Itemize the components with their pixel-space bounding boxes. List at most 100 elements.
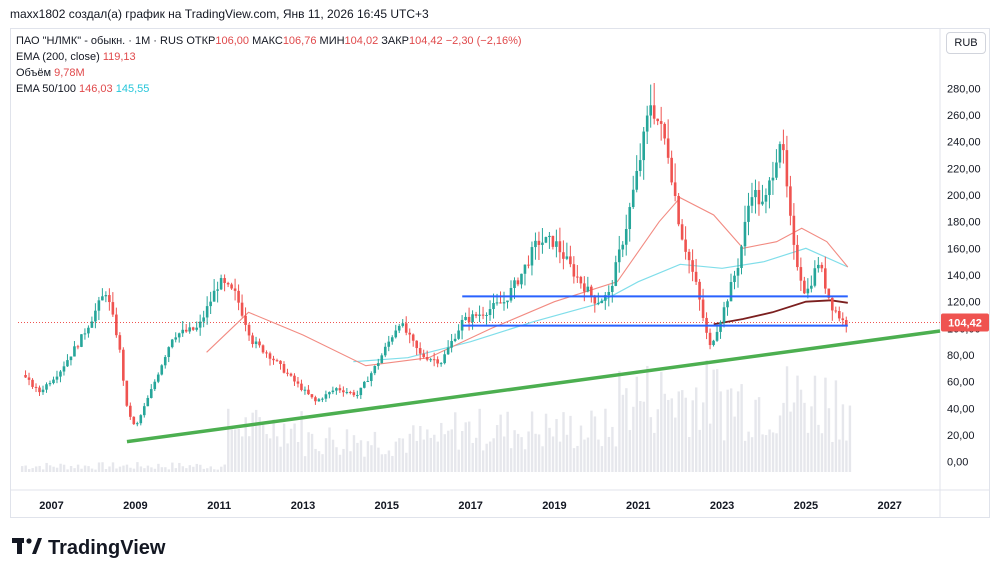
volume-bar [181, 466, 185, 472]
candle-body [390, 337, 394, 342]
y-tick-label: 160,00 [947, 243, 981, 255]
candle-body [729, 282, 733, 302]
candle-body [149, 389, 153, 398]
instrument-name[interactable]: ПАО "НЛМК" - обыкн. · 1М · RUS [16, 35, 184, 47]
candle-body [230, 284, 233, 289]
candle-body [527, 264, 530, 266]
candle-body [369, 373, 373, 381]
volume-bar [733, 416, 736, 472]
candle-body [481, 314, 485, 316]
volume-bar [621, 394, 625, 472]
volume-bar [391, 455, 394, 472]
candle-body [66, 360, 69, 367]
candle-body [439, 363, 443, 365]
candle-body [223, 278, 226, 283]
volume-bar [80, 468, 83, 472]
candle-body [453, 338, 457, 342]
ema50-value: 146,03 [79, 83, 113, 95]
candle-body [69, 356, 73, 361]
volume-bar [244, 417, 247, 472]
candle-body [569, 256, 572, 265]
y-tick-label: 280,00 [947, 83, 981, 95]
candle-body [806, 288, 810, 294]
volume-bar [625, 388, 628, 472]
change-value: −2,30 (−2,16%) [445, 35, 522, 47]
volume-bar [254, 409, 258, 472]
volume-bar [447, 430, 450, 472]
volume-bar [481, 450, 485, 472]
candle-body [418, 348, 422, 354]
volume-bar [674, 417, 677, 472]
volume-label: Объём [16, 67, 52, 79]
candle-body [691, 260, 694, 272]
candle-body [219, 278, 223, 290]
volume-bar [544, 413, 548, 472]
volume-bar [370, 445, 373, 472]
y-tick-label: 140,00 [947, 270, 981, 282]
volume-bar [178, 462, 181, 472]
volume-bar [268, 438, 272, 472]
candle-body [652, 105, 656, 119]
volume-bar [167, 469, 171, 472]
volume-bar [412, 425, 415, 472]
volume-bar [69, 466, 73, 472]
candle-body [401, 323, 405, 326]
volume-bar [213, 469, 216, 472]
candle-body [373, 365, 377, 374]
volume-bar [551, 436, 555, 472]
legend-ema50100-row[interactable]: EMA 50/100 146,03 145,55 [16, 81, 522, 97]
x-tick-label: 2011 [207, 500, 231, 512]
volume-bar [83, 465, 87, 472]
volume-bar [314, 448, 317, 472]
x-tick-label: 2013 [291, 500, 315, 512]
candle-body [240, 302, 244, 316]
x-tick-label: 2009 [123, 500, 147, 512]
volume-bar [408, 433, 412, 472]
candle-body [352, 392, 356, 396]
candle-body [698, 281, 701, 300]
legend-volume-row[interactable]: Объём 9,78M [16, 65, 522, 81]
candle-body [212, 290, 216, 302]
candle-body [380, 355, 384, 364]
volume-bar [635, 376, 639, 472]
volume-bar [670, 398, 673, 472]
volume-bar [604, 408, 607, 472]
volume-bar [677, 391, 680, 472]
volume-bar [31, 468, 34, 472]
volume-bar [234, 429, 237, 472]
volume-bar [628, 430, 632, 472]
candle-body [90, 321, 94, 328]
legend-ema200-row[interactable]: EMA (200, close) 119,13 [16, 49, 522, 65]
candle-body [572, 264, 576, 277]
candle-body [104, 295, 108, 297]
tradingview-logo[interactable]: TradingView [12, 537, 165, 560]
volume-bar [827, 408, 831, 472]
volume-bar [579, 425, 583, 472]
volume-value: 9,78M [54, 67, 85, 79]
candle-body [597, 303, 600, 305]
volume-bar [111, 462, 115, 472]
candle-body [55, 376, 59, 380]
candle-body [687, 251, 691, 261]
candle-body [719, 322, 722, 332]
volume-bar [436, 441, 439, 472]
volume-bar [377, 447, 380, 472]
currency-button[interactable]: RUB [946, 32, 986, 54]
candle-body [52, 379, 55, 384]
volume-bar [331, 439, 335, 472]
volume-bar [649, 417, 653, 472]
candle-body [251, 335, 254, 345]
volume-bar [586, 437, 590, 472]
candle-body [184, 329, 188, 332]
x-tick-label: 2015 [375, 500, 399, 512]
candle-body [429, 359, 432, 361]
candle-body [464, 316, 467, 320]
volume-bar [653, 432, 656, 472]
candle-body [590, 286, 593, 296]
volume-bar [541, 446, 544, 472]
candle-body [244, 315, 247, 325]
chart-legend: ПАО "НЛМК" - обыкн. · 1М · RUS ОТКР106,0… [16, 33, 522, 97]
candle-body [163, 357, 167, 366]
candle-body [324, 394, 328, 399]
